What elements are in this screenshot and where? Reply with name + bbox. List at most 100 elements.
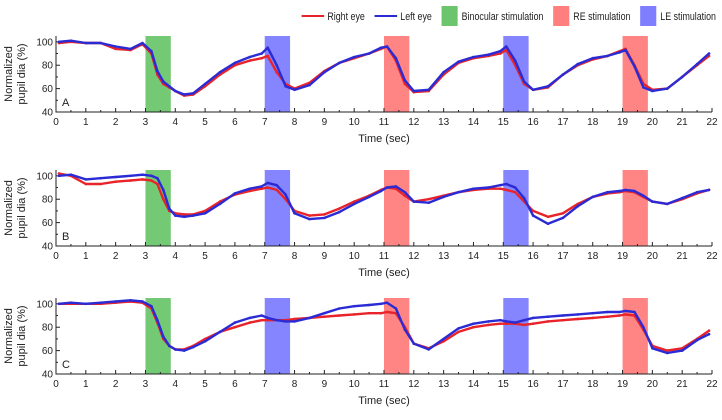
- left-eye-point: [522, 196, 526, 200]
- left-eye-point: [651, 200, 654, 203]
- right-eye-point: [275, 188, 279, 192]
- left-eye-point: [162, 80, 165, 83]
- left-eye-point: [218, 202, 222, 206]
- right-eye-point: [293, 317, 296, 321]
- left-eye-point: [293, 212, 296, 215]
- x-tick-label: 13: [438, 379, 450, 390]
- left-eye-point: [69, 301, 73, 305]
- left-eye-point: [505, 320, 508, 323]
- x-tick-label: 16: [528, 117, 540, 128]
- left-eye-point: [260, 52, 264, 55]
- right-eye-point: [266, 318, 270, 322]
- panel-label: C: [62, 359, 70, 371]
- x-tick-label: 22: [706, 117, 718, 128]
- left-eye-point: [203, 82, 207, 86]
- x-tick-label: 17: [557, 117, 569, 128]
- left-eye-point: [546, 222, 550, 226]
- left-eye-point: [546, 315, 550, 319]
- left-eye-point: [618, 189, 621, 193]
- left-eye-point: [642, 325, 645, 329]
- left-eye-point: [561, 73, 565, 76]
- left-eye-point: [114, 300, 117, 303]
- x-tick-label: 22: [706, 251, 718, 262]
- right-eye-point: [618, 314, 621, 317]
- x-tick-label: 14: [468, 251, 480, 262]
- y-axis-title-line1: Normalized: [3, 46, 15, 102]
- right-eye-point: [499, 187, 502, 190]
- left-eye-point: [338, 307, 341, 310]
- left-eye-point: [218, 330, 222, 334]
- right-eye-point: [248, 321, 252, 324]
- left-eye-point: [284, 193, 287, 196]
- right-eye-point: [308, 214, 311, 217]
- left-eye-point: [308, 83, 311, 87]
- left-eye-point: [57, 174, 61, 178]
- left-eye-point: [576, 204, 580, 208]
- right-eye-point: [260, 187, 264, 190]
- left-eye-point: [561, 216, 565, 220]
- stimulation-band-le: [264, 298, 291, 374]
- x-tick-label: 8: [292, 251, 298, 262]
- left-eye-point: [84, 41, 88, 45]
- left-eye-point: [651, 89, 654, 93]
- left-eye-point: [174, 89, 177, 93]
- left-eye-point: [352, 202, 356, 206]
- left-eye-point: [472, 322, 475, 326]
- left-eye-point: [427, 348, 431, 351]
- stimulation-band-re: [622, 36, 648, 112]
- left-eye-point: [293, 88, 296, 92]
- stimulation-band-re: [622, 298, 648, 374]
- panel-a: 0 1 2 3 4 5 6 7 8 9 10 11 12 13 14 15 16 17 18 19 20 21 224060…: [3, 36, 718, 145]
- left-eye-point: [275, 183, 279, 187]
- left-eye-point: [394, 185, 398, 188]
- right-eye-point: [266, 186, 270, 189]
- stimulation-band-le: [503, 170, 529, 246]
- left-eye-point: [457, 190, 460, 194]
- right-eye-point: [323, 213, 326, 216]
- left-eye-point: [487, 320, 490, 323]
- left-eye-point: [191, 214, 195, 217]
- stimulation-band-le: [264, 170, 291, 246]
- left-eye-point: [168, 207, 171, 210]
- left-eye-point: [156, 176, 159, 180]
- x-tick-label: 7: [262, 251, 268, 262]
- x-axis-title: Time (sec): [358, 267, 410, 279]
- x-tick-label: 4: [172, 251, 178, 262]
- legend: Right eye Left eye Binocular stimulation…: [301, 6, 630, 26]
- y-tick-label: 100: [36, 37, 53, 48]
- left-eye-point: [457, 327, 460, 330]
- left-eye-point: [284, 320, 287, 323]
- left-eye-point: [248, 316, 252, 320]
- left-eye-point: [513, 186, 517, 189]
- left-eye-point: [182, 215, 186, 219]
- left-eye-point: [367, 52, 371, 55]
- left-eye-point: [531, 316, 535, 320]
- x-tick-label: 3: [143, 379, 149, 390]
- left-eye-point: [69, 173, 73, 176]
- left-eye-point: [156, 318, 159, 322]
- left-eye-point: [442, 70, 445, 74]
- right-eye-point: [561, 212, 565, 215]
- x-tick-label: 2: [113, 379, 119, 390]
- left-eye-point: [266, 181, 270, 185]
- left-eye-point: [203, 340, 207, 343]
- right-eye-point: [606, 315, 609, 319]
- left-eye-point: [323, 70, 326, 74]
- stimulation-band-re: [384, 170, 410, 246]
- left-eye-point: [191, 92, 195, 95]
- left-eye-point: [695, 338, 699, 342]
- left-eye-point: [633, 310, 636, 314]
- right-eye-point: [546, 215, 550, 219]
- x-tick-label: 12: [408, 251, 420, 262]
- left-eye-point: [379, 189, 383, 193]
- left-eye-point: [141, 41, 144, 45]
- left-eye-point: [394, 56, 398, 60]
- left-eye-point: [666, 87, 669, 90]
- x-tick-label: 5: [202, 117, 208, 128]
- left-eye-point: [695, 62, 699, 66]
- left-eye-point: [323, 216, 326, 220]
- left-eye-point: [150, 304, 153, 308]
- left-eye-point: [576, 313, 580, 316]
- right-eye-point: [531, 209, 535, 213]
- right-eye-point: [260, 318, 264, 322]
